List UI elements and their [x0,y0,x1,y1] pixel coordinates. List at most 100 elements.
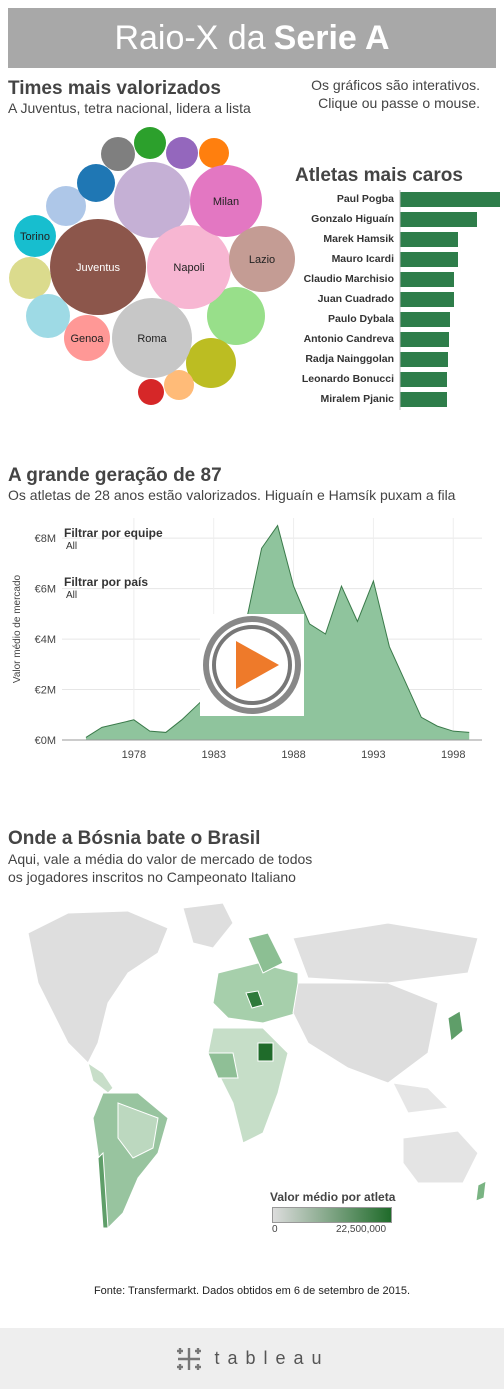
team-bubble[interactable] [26,294,70,338]
play-icon [203,616,301,714]
area-ytick: €4M [35,634,56,646]
map-asia [292,982,439,1084]
players-title: Atletas mais caros [295,165,463,186]
world-map[interactable] [8,893,488,1243]
team-bubble-napoli[interactable] [147,225,231,309]
area-line [85,524,470,738]
teams-bubble-chart[interactable]: Juventus Napoli Roma Milan Lazio Genoa Torino [0,120,295,410]
team-bubble[interactable] [164,370,194,400]
player-bar[interactable] [400,292,454,307]
team-bubble[interactable] [46,186,86,226]
team-bubble-label: Lazio [249,254,275,266]
map-chile [97,1151,109,1229]
world-map-shapes [27,902,487,1230]
player-label: Paul Pogba [337,193,394,205]
filter-country-value[interactable]: All [66,590,78,601]
map-north-america [27,910,169,1064]
map-australia [402,1130,479,1184]
tableau-logo-icon [177,1347,202,1370]
team-bubble[interactable] [207,287,265,345]
team-bubble-label: Napoli [173,262,204,274]
team-bubble-juventus[interactable] [50,219,146,315]
team-bubble[interactable] [114,162,190,238]
player-label: Radja Nainggolan [305,353,394,365]
map-title: Onde a Bósnia bate o Brasil [8,828,261,849]
team-bubble[interactable] [134,127,166,159]
team-bubble[interactable] [138,379,164,405]
team-bubble[interactable] [101,137,135,171]
map-russia [292,922,479,984]
banner-title-prefix: Raio-X da [114,18,266,57]
map-southeast-asia [392,1082,450,1114]
legend-min: 0 [272,1224,278,1235]
team-bubble-label: Roma [137,333,167,345]
player-bar[interactable] [400,352,448,367]
area-ytick: €0M [35,735,56,747]
player-label: Gonzalo Higuaín [311,213,394,225]
player-bar[interactable] [400,392,447,407]
map-africa [207,1027,289,1144]
banner-title-bold: Serie A [273,18,390,57]
player-label: Marek Hamsik [323,233,394,245]
play-button[interactable] [200,614,304,716]
interactive-note: Os gráficos são interativos. Clique ou p… [311,77,480,111]
map-brazil [117,1102,159,1159]
legend-color-bar [272,1207,392,1223]
players-bar-chart[interactable]: Paul Pogba Gonzalo Higuaín Marek Hamsik Mau… [290,190,502,412]
team-bubble-label: Milan [213,196,239,208]
legend-max: 22,500,000 [336,1224,387,1235]
player-bar[interactable] [400,232,458,247]
team-bubble-torino[interactable] [14,215,56,257]
map-west-africa [207,1052,239,1079]
generation-subtitle: Os atletas de 28 anos estão valorizados.… [8,487,456,503]
team-bubble[interactable] [199,138,229,168]
team-bubble-roma[interactable] [112,298,192,378]
player-bar[interactable] [400,252,458,267]
player-bar[interactable] [400,332,449,347]
player-bar[interactable] [400,312,450,327]
area-ytick: €2M [35,685,56,697]
player-label: Miralem Pjanic [320,393,394,405]
team-bubble-genoa[interactable] [64,315,110,361]
area-ylabel: Valor médio de mercado [12,574,23,683]
team-bubble-lazio[interactable] [229,226,295,292]
map-japan [447,1010,464,1042]
page-banner: Raio-X da Serie A [8,8,496,68]
team-bubble[interactable] [77,164,115,202]
map-new-zealand [475,1180,487,1202]
filter-team-label: Filtrar por equipe [64,526,163,540]
area-xtick: 1983 [201,749,225,761]
tableau-brand-text: tableau [214,1348,330,1368]
team-bubble-milan[interactable] [190,165,262,237]
area-ytick: €6M [35,584,56,596]
player-bar[interactable] [400,192,500,207]
area-xtick: 1988 [281,749,305,761]
player-bar[interactable] [400,372,447,387]
player-label: Leonardo Bonucci [302,373,394,385]
player-bar[interactable] [400,212,477,227]
map-central-america [87,1061,114,1094]
player-label: Mauro Icardi [332,253,395,265]
team-bubble-label: Genoa [70,333,104,345]
source-note: Fonte: Transfermarkt. Dados obtidos em 6… [93,1285,411,1297]
player-label: Juan Cuadrado [318,293,394,305]
team-bubble[interactable] [186,338,236,388]
filter-country-label: Filtrar por país [64,575,149,589]
team-bubble[interactable] [166,137,198,169]
generation-title: A grande geração de 87 [8,465,222,486]
player-label: Paulo Dybala [328,313,394,325]
area-xtick: 1998 [441,749,465,761]
team-bubble-label: Torino [20,231,50,243]
tableau-footer[interactable]: tableau [0,1328,504,1389]
map-subtitle-line1: Aqui, vale a média do valor de mercado d… [8,851,313,867]
filter-team-value[interactable]: All [66,541,78,552]
map-balkans [245,990,264,1009]
team-bubble-label: Juventus [76,262,121,274]
area-xtick: 1993 [361,749,385,761]
map-greenland [182,902,234,949]
team-bubble[interactable] [9,257,51,299]
teams-title: Times mais valorizados [8,78,221,99]
teams-subtitle: A Juventus, tetra nacional, lidera a lis… [8,100,251,116]
player-bar[interactable] [400,272,454,287]
map-egypt [257,1042,274,1062]
